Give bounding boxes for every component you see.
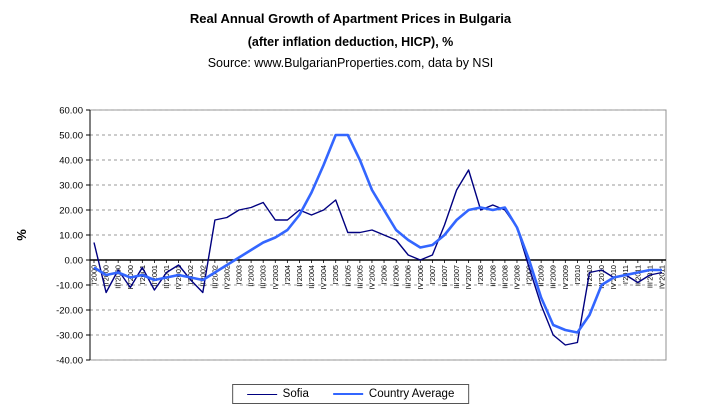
legend-label-sofia: Sofia <box>282 388 309 400</box>
y-tick-label: 50.00 <box>59 131 83 142</box>
chart-source: Source: www.BulgarianProperties.com, dat… <box>207 56 494 70</box>
x-tick-label: IV'2008 <box>512 265 521 290</box>
x-tick-label: III'2004 <box>307 265 316 289</box>
x-tick-label: I'2008 <box>476 265 485 285</box>
x-tick-label: III'2011 <box>645 265 654 288</box>
series-line-country-average <box>93 133 662 334</box>
y-axis-title: % <box>14 229 29 241</box>
y-tick-label: -20.00 <box>56 306 83 317</box>
x-tick-label: II'2006 <box>392 265 401 287</box>
legend-item-country-average: Country Average <box>332 388 455 400</box>
x-tick-label: II'2009 <box>537 265 546 287</box>
x-tick-label: I'2000 <box>90 265 99 285</box>
x-tick-label: III'2005 <box>355 265 364 289</box>
x-tick-label: II'2005 <box>343 265 352 287</box>
y-tick-label: -10.00 <box>56 281 83 292</box>
x-tick-label: II'2002 <box>198 265 207 287</box>
chart-legend: Sofia Country Average <box>231 384 470 404</box>
y-tick-label: 30.00 <box>59 181 83 192</box>
x-tick-label: IV'2005 <box>367 265 376 290</box>
x-tick-label: II'2011 <box>633 265 642 286</box>
chart-title: Real Annual Growth of Apartment Prices i… <box>189 11 512 26</box>
x-tick-label: III'2006 <box>404 265 413 289</box>
x-tick-label: I'2010 <box>573 265 582 285</box>
x-tick-label: IV'2002 <box>222 265 231 290</box>
x-tick-label: III'2003 <box>259 265 268 289</box>
chart-subtitle: (after inflation deduction, HICP), % <box>247 35 454 49</box>
x-tick-label: II'2001 <box>150 265 159 287</box>
x-tick-label: I'2007 <box>428 265 437 285</box>
x-tick-label: IV'2006 <box>416 265 425 290</box>
x-tick-label: IV'2004 <box>319 265 328 290</box>
y-tick-label: 20.00 <box>59 206 83 217</box>
x-tick-label: III'2002 <box>210 265 219 289</box>
x-tick-label: III'2010 <box>597 265 606 289</box>
x-tick-label: III'2008 <box>500 265 509 289</box>
x-tick-label: I'2003 <box>235 265 244 285</box>
x-tick-label: II'2003 <box>247 265 256 287</box>
x-tick-label: IV'2003 <box>271 265 280 290</box>
y-tick-label: 60.00 <box>59 106 83 117</box>
x-tick-label: II'2004 <box>295 265 304 287</box>
x-tick-label: II'2007 <box>440 265 449 287</box>
legend-label-country-average: Country Average <box>368 388 455 400</box>
country-average-line-sample-icon <box>332 393 363 395</box>
y-tick-label: 40.00 <box>59 156 83 167</box>
x-tick-label: I'2006 <box>380 265 389 285</box>
x-tick-label: I'2004 <box>283 265 292 285</box>
series-line-sofia <box>93 169 663 346</box>
x-tick-label: III'2007 <box>452 265 461 289</box>
y-tick-label: -40.00 <box>56 356 83 367</box>
x-tick-label: I'2002 <box>186 265 195 285</box>
sofia-line-sample-icon <box>246 393 277 395</box>
x-tick-label: IV'2009 <box>561 265 570 290</box>
x-tick-label: I'2005 <box>331 265 340 285</box>
y-tick-label: -30.00 <box>56 331 83 342</box>
legend-item-sofia: Sofia <box>246 388 309 400</box>
x-tick-label: II'2008 <box>488 265 497 287</box>
x-tick-label: IV'2011 <box>658 265 667 289</box>
x-tick-label: III'2009 <box>549 265 558 289</box>
y-tick-label: 10.00 <box>59 231 83 242</box>
x-tick-label: III'2000 <box>114 265 123 289</box>
y-tick-label: 0.00 <box>65 256 84 267</box>
x-tick-label: IV'2001 <box>174 265 183 290</box>
x-tick-label: IV'2007 <box>464 265 473 290</box>
x-tick-label: I'2009 <box>525 265 534 285</box>
